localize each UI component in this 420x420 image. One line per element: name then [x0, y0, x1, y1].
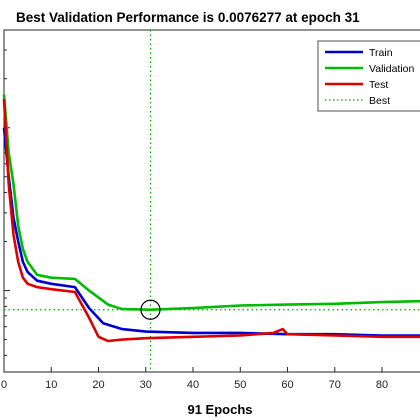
legend-label-best: Best [369, 95, 390, 107]
legend-label-validation: Validation [369, 63, 414, 75]
x-tick-label: 60 [281, 379, 293, 391]
x-tick-label: 10 [45, 379, 57, 391]
x-tick-label: 80 [376, 379, 388, 391]
x-tick-label: 0 [1, 379, 7, 391]
x-axis-label: 91 Epochs [187, 402, 252, 417]
x-axis-ticks: 0 10 20 30 40 50 60 70 80 [1, 367, 388, 391]
chart-title: Best Validation Performance is 0.0076277… [16, 10, 360, 25]
x-tick-label: 50 [234, 379, 246, 391]
x-tick-label: 70 [329, 379, 341, 391]
legend-label-train: Train [369, 47, 393, 59]
x-tick-label: 20 [92, 379, 104, 391]
x-tick-label: 40 [187, 379, 199, 391]
x-tick-label: 30 [140, 379, 152, 391]
best-guides [4, 30, 420, 372]
legend-label-test: Test [369, 79, 388, 91]
series-line-test [2, 98, 420, 343]
legend: Train Validation Test Best [317, 40, 420, 112]
series-line-validation [2, 94, 420, 311]
best-marker [140, 299, 161, 320]
series-lines [2, 94, 420, 343]
